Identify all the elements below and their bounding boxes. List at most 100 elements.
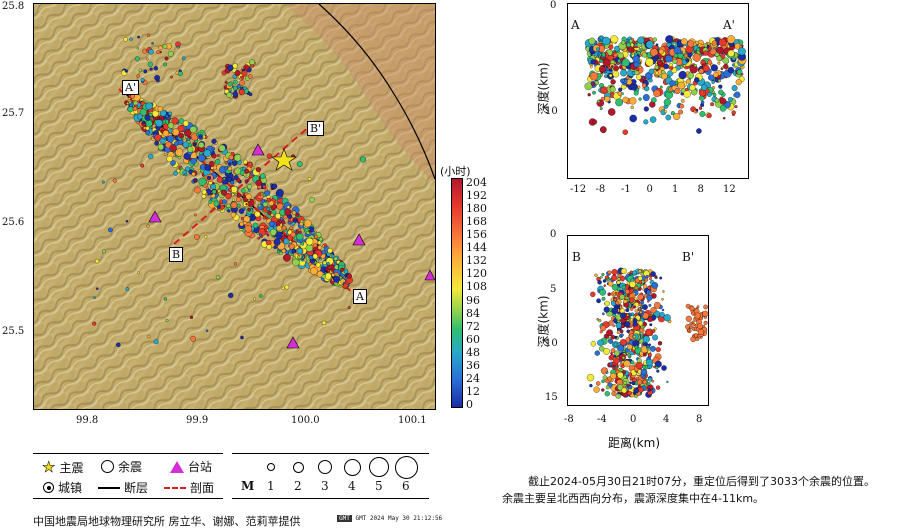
profile-B-dot xyxy=(623,360,631,368)
aftershock-dot xyxy=(175,41,181,47)
profile-B-dot xyxy=(689,321,693,325)
profile-B-canvas xyxy=(586,267,708,399)
profile-A-dot xyxy=(620,66,624,70)
magnitude-circle-icon xyxy=(267,463,275,471)
aftershock-dot xyxy=(317,240,322,245)
profile-B-dot xyxy=(613,298,617,302)
profile-B-dot xyxy=(628,272,632,276)
profile-A-dot xyxy=(716,46,724,55)
profile-B-dot xyxy=(617,344,625,352)
aftershock-dot xyxy=(259,294,263,298)
aftershock-dot xyxy=(134,56,140,62)
profile-A-dot xyxy=(698,68,705,74)
profile-B-dot xyxy=(610,348,616,353)
aftershock-dot xyxy=(257,236,261,240)
legend-profile-label: 剖面 xyxy=(190,481,215,495)
aftershock-dot xyxy=(225,193,232,200)
aftershock-dot xyxy=(125,287,130,291)
aftershock-dot xyxy=(305,237,314,246)
aftershock-dot xyxy=(227,81,233,87)
aftershock-dot xyxy=(206,175,212,180)
profile-B-dot xyxy=(633,387,639,394)
profile-B-dot xyxy=(659,276,663,280)
boundary-line xyxy=(318,4,435,180)
aftershock-dot xyxy=(211,138,217,144)
aftershock-dot xyxy=(284,284,290,290)
profile-B-dot xyxy=(649,277,653,281)
profile-B-dot xyxy=(642,335,650,343)
profile-B-dot xyxy=(650,307,657,314)
aftershock-dot xyxy=(124,69,128,73)
profile-B-dot xyxy=(651,379,655,383)
aftershock-dot xyxy=(310,267,318,275)
profile-A-dot xyxy=(663,98,672,106)
profile-B-dot xyxy=(637,275,643,281)
aftershock-dot xyxy=(163,62,167,67)
aftershock-dot xyxy=(210,192,213,196)
aftershock-dot xyxy=(224,161,228,164)
aftershock-dot xyxy=(242,86,247,91)
profile-B-dot xyxy=(619,294,625,300)
aftershock-dot xyxy=(162,130,170,137)
profile-B-dot xyxy=(623,380,627,385)
aftershock-dot xyxy=(269,228,277,236)
aftershock-dot xyxy=(255,167,261,173)
aftershock-dot xyxy=(268,220,275,227)
profile-B-dot xyxy=(601,272,605,277)
profile-B-label-left: B xyxy=(572,250,581,264)
profile-A-dot xyxy=(631,37,634,41)
profile-B-dot xyxy=(661,308,665,312)
aftershock-dot xyxy=(273,238,281,246)
legend-magnitudes xyxy=(232,453,429,499)
aftershock-dot xyxy=(309,196,315,203)
aftershock-dot xyxy=(303,219,312,228)
profile-B-dot xyxy=(654,275,658,279)
profile-A-dot xyxy=(627,46,635,53)
profile-A-dot xyxy=(673,46,682,55)
profile-A-dot xyxy=(608,44,614,50)
profile-B-dot xyxy=(653,327,657,331)
profile-A-dot xyxy=(699,111,706,117)
aftershock-dot xyxy=(234,89,237,93)
lat-tick: 25.6 xyxy=(2,217,25,228)
profile-B-dot xyxy=(661,298,664,301)
aftershock-dot xyxy=(340,267,345,272)
profile-A-dot xyxy=(610,79,616,85)
triangle-icon xyxy=(170,460,184,473)
profile-A-dot xyxy=(614,45,620,52)
colorbar xyxy=(451,178,463,408)
profile-A-dot xyxy=(687,72,694,79)
aftershock-dot xyxy=(243,173,247,177)
profile-A-dot xyxy=(706,113,712,119)
profile-A-dot xyxy=(703,50,709,56)
profile-B-dot xyxy=(601,388,605,392)
profile-A-dot xyxy=(736,69,743,75)
aftershock-dot xyxy=(159,127,163,131)
profile-B-xtick: -4 xyxy=(597,414,607,425)
profile-A-dot xyxy=(706,44,710,48)
aftershock-dot xyxy=(173,141,179,147)
aftershock-dot xyxy=(147,61,153,67)
profile-B-dot xyxy=(615,322,622,329)
aftershock-dot xyxy=(313,243,318,248)
profile-A-dot xyxy=(611,65,614,68)
profile-B-dot xyxy=(622,370,627,374)
station-marker xyxy=(148,210,162,223)
magnitude-circle-icon xyxy=(318,460,332,474)
profile-A-dot xyxy=(689,84,696,91)
lon-tick: 100.1 xyxy=(398,415,427,426)
aftershock-dot xyxy=(159,110,167,117)
profile-A-dot xyxy=(655,71,659,75)
aftershock-dot xyxy=(163,153,167,156)
profile-A-dot xyxy=(727,49,735,57)
profile-A-xtick: -8 xyxy=(595,184,606,195)
profile-B-dot xyxy=(617,391,620,395)
aftershock-dot xyxy=(155,116,159,120)
profile-A-dot xyxy=(708,74,715,81)
profile-B-dot xyxy=(619,339,627,346)
profile-B-dot xyxy=(629,280,636,288)
aftershock-dot xyxy=(321,274,326,279)
profile-A-xtick: -12 xyxy=(570,184,587,195)
profile-A-dot xyxy=(604,74,608,79)
profile-B-dot xyxy=(635,362,643,370)
